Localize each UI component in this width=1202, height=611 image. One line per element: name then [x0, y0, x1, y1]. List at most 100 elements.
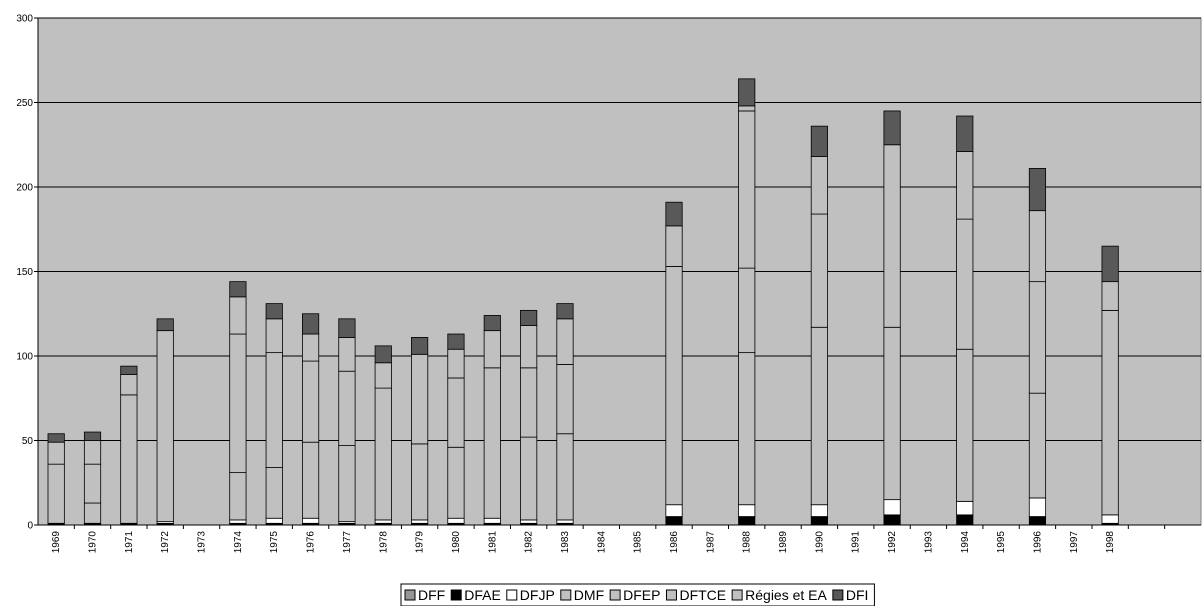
bar-segment-dmf-1980: [447, 446, 465, 519]
bar-segment-dfjp-1994: [956, 500, 974, 516]
legend-swatch-r-gies-et-ea: [731, 589, 743, 601]
x-tick-label: 1991: [851, 531, 862, 554]
x-tick-label: 1997: [1069, 531, 1080, 554]
bar-segment-dfep-1975: [265, 352, 283, 468]
x-tick-label: 1976: [306, 531, 317, 554]
x-tick-label: 1982: [524, 531, 535, 554]
bar-segment-dfi-1986: [665, 201, 683, 227]
bar-segment-dfae-1986: [665, 516, 683, 526]
y-tick-label: 250: [16, 98, 33, 109]
bar-segment-dmf-1974: [229, 472, 247, 521]
bar-segment-dfi-1988: [738, 78, 756, 107]
bar-segment-dfjp-1974: [229, 519, 247, 524]
bar-segment-dftce-1986: [665, 225, 683, 267]
legend-label-dfep: DFEP: [623, 587, 660, 603]
x-tick-label: 1975: [269, 531, 280, 554]
bar-segment-dfep-1970: [83, 463, 102, 504]
x-tick-label: 1971: [124, 531, 135, 554]
bar-segment-dftce-1977: [338, 337, 356, 372]
legend-label-r-gies-et-ea: Régies et EA: [745, 587, 827, 603]
x-tick-label: 1984: [596, 531, 607, 554]
bar-segment-dfi-1982: [520, 309, 538, 326]
bar-segment-dmf-1982: [520, 436, 538, 521]
x-tick-label: 1981: [487, 531, 498, 554]
bar-segment-dmf-1976: [302, 441, 320, 519]
bar-segment-dfi-1998: [1101, 245, 1119, 283]
x-tick-label: 1970: [88, 531, 99, 554]
x-tick-label: 1980: [451, 531, 462, 554]
x-tick-label: 1996: [1032, 531, 1043, 554]
bar-segment-dfjp-1979: [411, 519, 429, 524]
bar-segment-dftce-1990: [810, 156, 828, 215]
bar-segment-dmf-1977: [338, 445, 356, 523]
bar-segment-dfi-1990: [810, 125, 828, 157]
bar-segment-dfi-1975: [265, 303, 283, 320]
bar-segment-dfi-1970: [83, 431, 102, 441]
x-tick-label: 1992: [887, 531, 898, 554]
bar-segment-dmf-1969: [47, 463, 65, 524]
bar-segment-dftce-1976: [302, 333, 320, 362]
bar-segment-dfjp-1982: [520, 519, 538, 524]
bar-segment-dfi-1992: [883, 110, 901, 146]
legend-label-dftce: DFTCE: [679, 587, 726, 603]
bar-segment-dfae-1990: [810, 516, 828, 526]
legend-label-dfae: DFAE: [464, 587, 501, 603]
x-tick-label: 1985: [633, 531, 644, 554]
legend-label-dfjp: DFJP: [520, 587, 555, 603]
bar-segment-dmf-1988: [738, 352, 756, 506]
x-tick-label: 1995: [996, 531, 1007, 554]
bar-segment-dfi-1974: [229, 281, 247, 298]
y-tick-label: 0: [27, 521, 33, 532]
bar-segment-dfi-1980: [447, 333, 465, 350]
x-tick-label: 1983: [560, 531, 571, 554]
legend-swatch-dmf: [560, 589, 572, 601]
x-tick-label: 1987: [705, 531, 716, 554]
bar-segment-dmf-1996: [1028, 392, 1047, 499]
bars: [47, 78, 1119, 526]
bar-segment-dfjp-1988: [738, 504, 756, 517]
bar-segment-dfjp-1996: [1028, 497, 1047, 517]
bar-segment-dfep-1974: [229, 333, 247, 474]
plot-area: [37, 17, 1202, 526]
bar-segment-dmf-1979: [411, 443, 429, 521]
bar-segment-dmf-1990: [810, 326, 828, 506]
bar-segment-dfjp-1981: [483, 517, 501, 524]
bar-segment-dfi-1969: [47, 433, 65, 443]
x-tick-label: 1990: [814, 531, 825, 554]
bar-segment-dmf-1972: [156, 330, 174, 523]
bar-segment-dfep-1994: [956, 218, 974, 350]
legend-swatch-dfae: [450, 589, 462, 601]
bar-segment-dftce-1981: [483, 330, 501, 369]
bar-segment-dfep-1980: [447, 377, 465, 448]
y-tick-label: 150: [16, 267, 33, 278]
bar-segment-dmf-1994: [956, 348, 974, 502]
bar-segment-dfi-1996: [1028, 168, 1047, 212]
bar-segment-dfep-1983: [556, 364, 574, 435]
bar-segment-dmf-1986: [665, 266, 683, 506]
bar-segment-dmf-1981: [483, 367, 501, 519]
bar-segment-dftce-1969: [47, 441, 65, 465]
x-tick-label: 1978: [378, 531, 389, 554]
bar-segment-dfi-1983: [556, 303, 574, 320]
bar-segment-dfep-1978: [374, 362, 392, 389]
bar-segment-dfi-1977: [338, 318, 356, 338]
bar-segment-dftce-1994: [956, 151, 974, 220]
legend-swatch-dfep: [609, 589, 621, 601]
bar-segment-dftce-1980: [447, 348, 465, 379]
bar-segment-dfi-1979: [411, 337, 429, 355]
bar-segment-dftce-1998: [1101, 281, 1119, 311]
bar-segment-dfep-1982: [520, 367, 538, 438]
bar-segment-dfi-1994: [956, 115, 974, 152]
bar-segment-dfjp-1978: [374, 519, 392, 524]
bar-segment-r-gies-et-ea-1988: [738, 105, 756, 112]
bar-segment-dfjp-1990: [810, 504, 828, 517]
bar-segment-dfae-1992: [883, 514, 901, 526]
bar-segment-dfep-1996: [1028, 281, 1047, 394]
y-tick-label: 300: [16, 14, 33, 25]
bar-segment-dfae-1994: [956, 514, 974, 526]
bar-segment-dftce-1970: [83, 440, 102, 465]
bar-segment-dfjp-1980: [447, 517, 465, 524]
bar-segment-dfi-1978: [374, 345, 392, 364]
bar-segment-dfep-1979: [411, 353, 429, 445]
y-tick-label: 50: [22, 436, 34, 447]
